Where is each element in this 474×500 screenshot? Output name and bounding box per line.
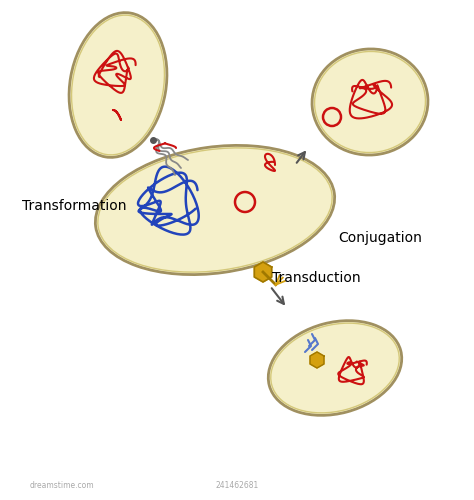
Polygon shape <box>310 352 324 368</box>
Text: dreamstime.com: dreamstime.com <box>30 481 95 490</box>
Ellipse shape <box>69 12 167 158</box>
Text: Transformation: Transformation <box>22 199 127 213</box>
Text: Transduction: Transduction <box>272 271 361 285</box>
Ellipse shape <box>312 49 428 155</box>
Text: 241462681: 241462681 <box>215 481 259 490</box>
Polygon shape <box>255 262 272 282</box>
Text: Conjugation: Conjugation <box>338 231 422 245</box>
Ellipse shape <box>268 320 402 416</box>
Ellipse shape <box>95 146 335 274</box>
